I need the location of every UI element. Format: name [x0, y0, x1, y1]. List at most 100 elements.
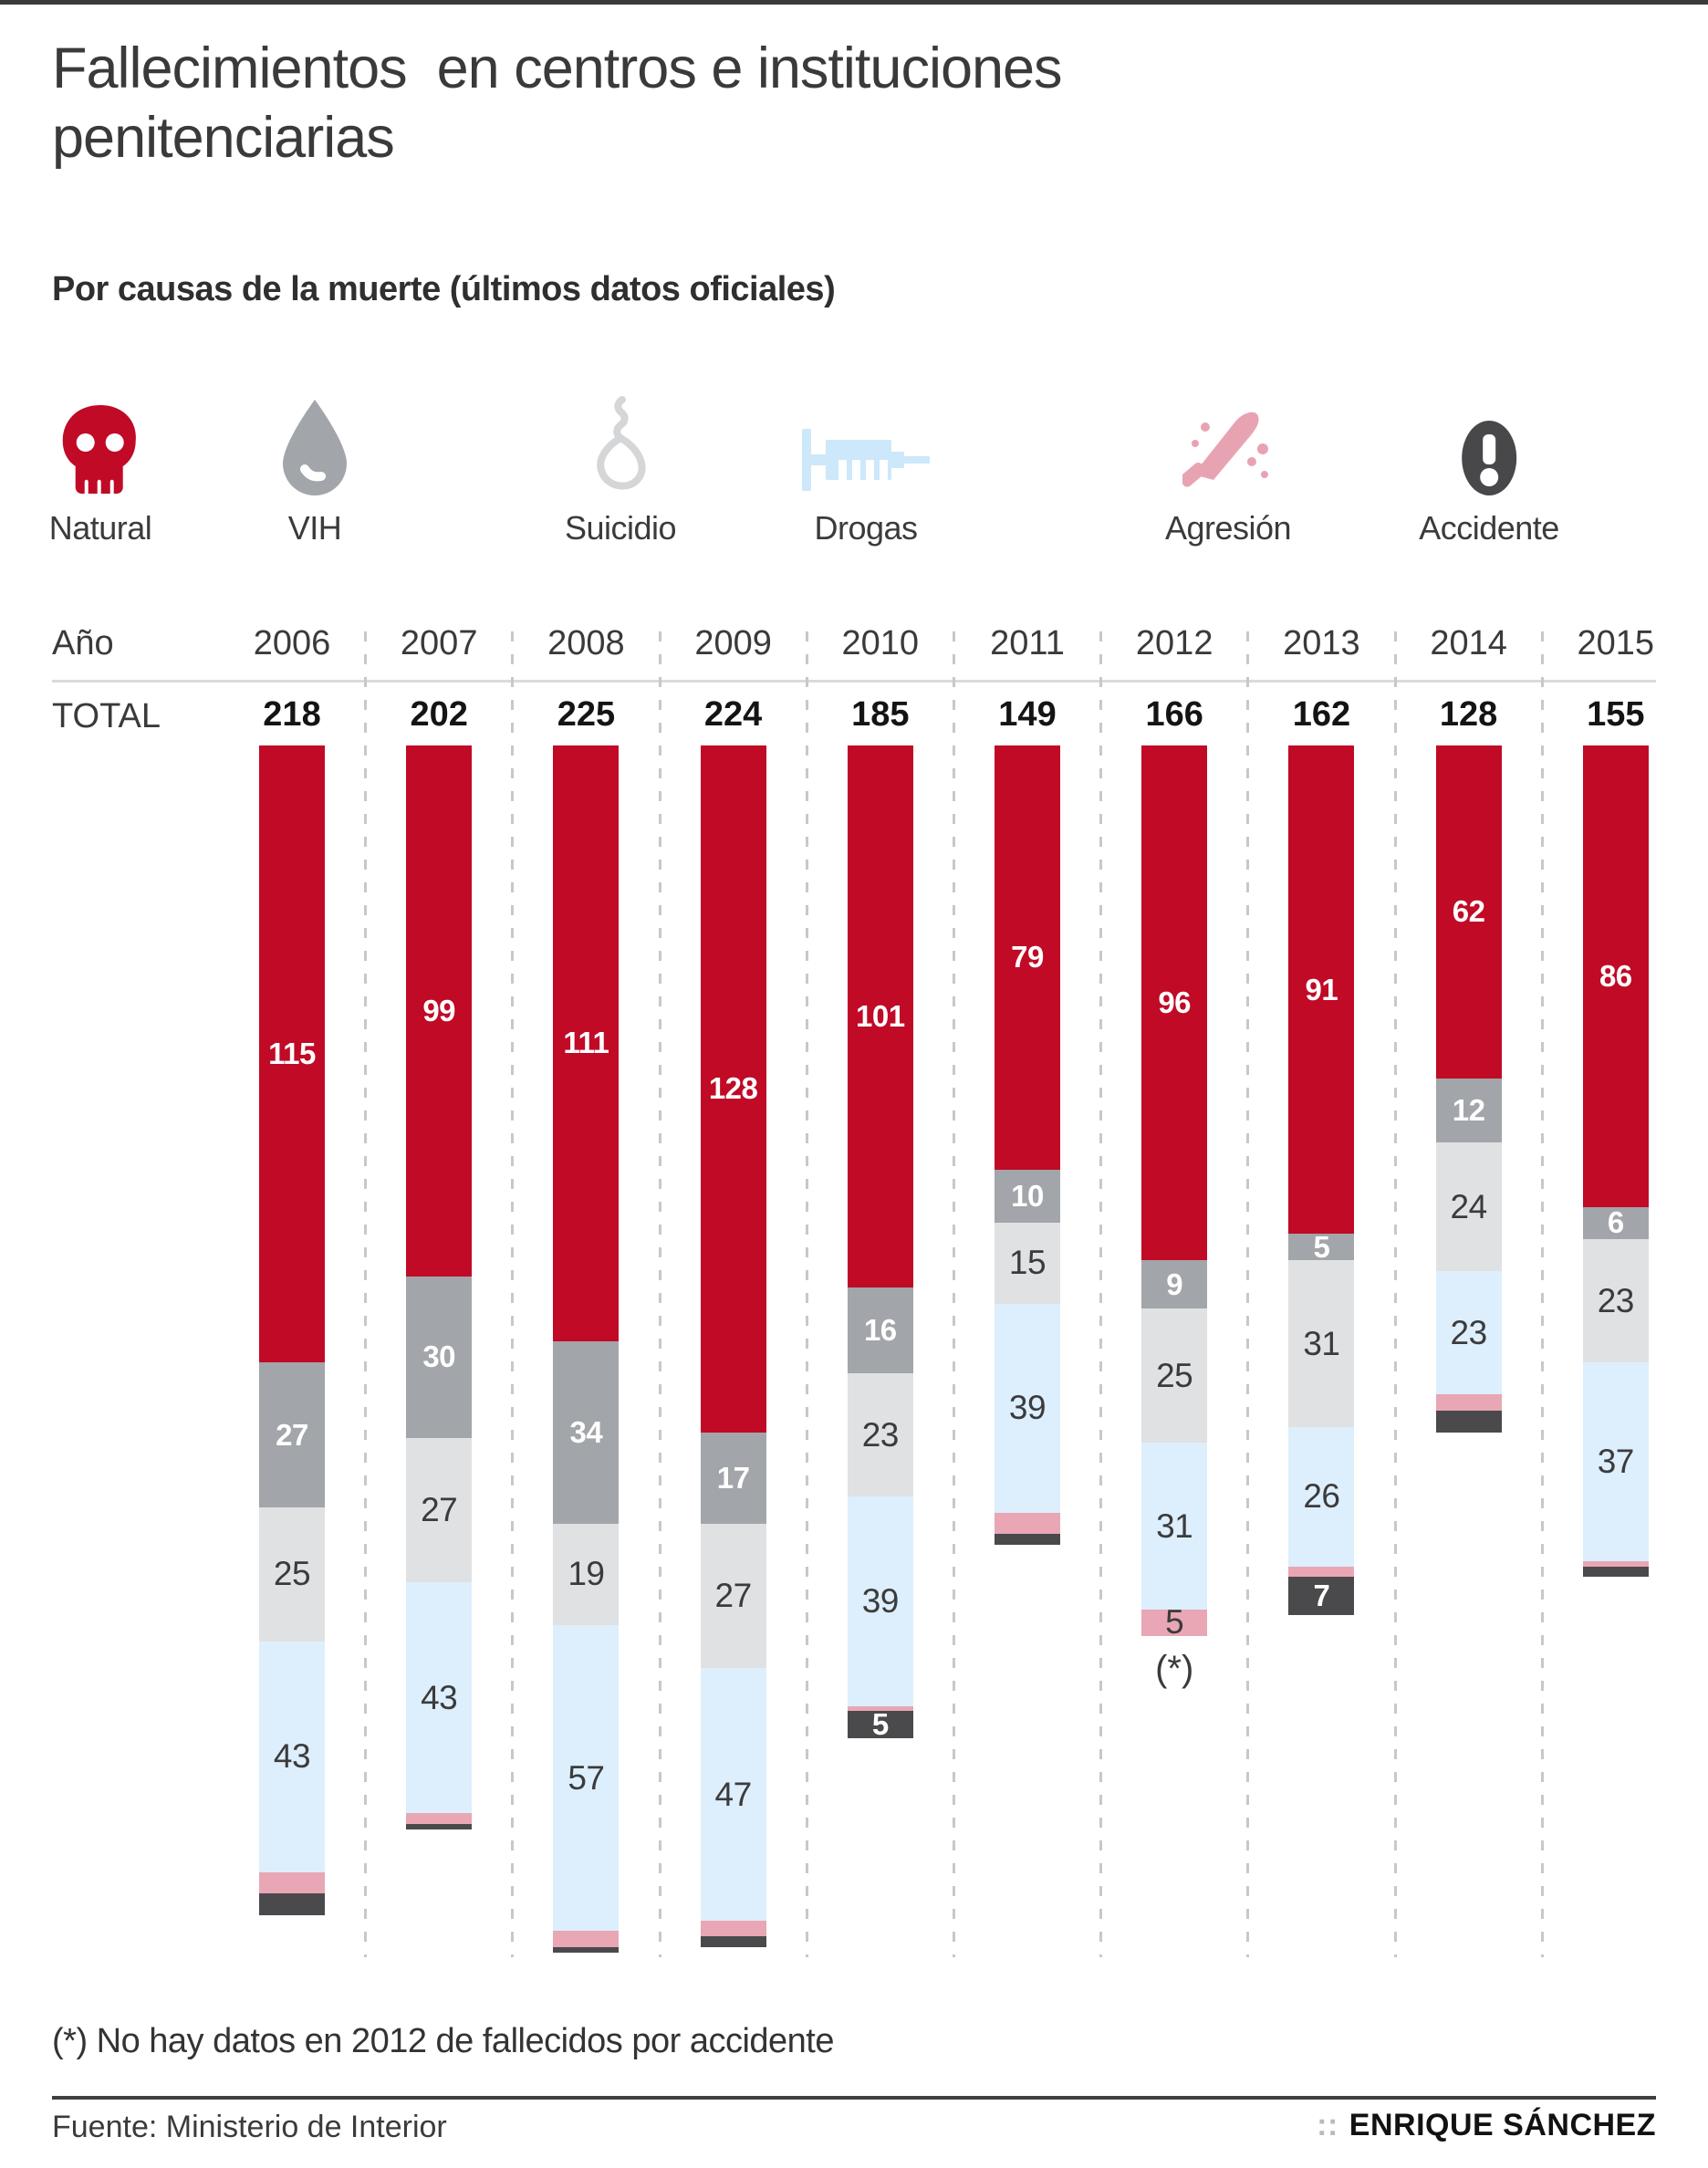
total-value-2010: 185 [851, 695, 910, 734]
total-value-2008: 225 [557, 695, 616, 734]
legend-item-natural: Natural [49, 387, 152, 547]
bar-segment-vih-2006: 27 [259, 1362, 325, 1507]
bar-2011: 79 10 15 39 [995, 745, 1060, 1546]
year-label-2007: 2007 [400, 624, 478, 662]
bar-2010: 101 16 23 39 5 [847, 745, 913, 1741]
bar-2015: 86 6 23 37 [1582, 745, 1649, 1578]
bar-segment-suicidio-2013: 31 [1288, 1260, 1355, 1427]
year-label-2006: 2006 [253, 624, 331, 662]
column-separator [1246, 631, 1250, 1957]
bar-segment-vih-2010: 16 [847, 1287, 913, 1373]
year-label-2010: 2010 [841, 624, 920, 662]
bar-segment-label: 101 [856, 998, 905, 1033]
bar-segment-label: 99 [422, 994, 456, 1028]
bar-segment-label: 26 [1303, 1477, 1340, 1516]
bar-segment-accidente-2006 [259, 1893, 325, 1915]
bar-segment-suicidio-2008: 19 [553, 1523, 620, 1626]
bar-segment-drogas-2006: 43 [259, 1641, 325, 1872]
year-label-2013: 2013 [1283, 624, 1360, 662]
bar-segment-natural-2015: 86 [1582, 745, 1649, 1207]
bar-segment-label: 5 [1165, 1603, 1184, 1642]
year-label-2015: 2015 [1577, 624, 1655, 662]
bar-segment-agresion-2009 [700, 1920, 766, 1937]
bar-segment-label: 31 [1303, 1324, 1340, 1362]
bar-segment-drogas-2009: 47 [700, 1668, 766, 1921]
bar-segment-label: 31 [1156, 1506, 1193, 1545]
column-separator [952, 631, 955, 1957]
year-label-2008: 2008 [547, 624, 625, 662]
syringe-icon [802, 387, 930, 496]
total-value-2009: 224 [703, 695, 763, 734]
year-axis-label: Año [52, 624, 114, 662]
bar-segment-natural-2013: 91 [1288, 745, 1355, 1235]
bar-segment-natural-2012: 96 [1141, 745, 1208, 1261]
total-value-2006: 218 [263, 695, 321, 734]
noose-icon [593, 387, 648, 496]
bar-segment-natural-2011: 79 [995, 745, 1060, 1170]
bar-segment-drogas-2011: 39 [995, 1303, 1060, 1513]
bar-segment-drogas-2010: 39 [847, 1496, 913, 1706]
bar-segment-suicidio-2015: 23 [1582, 1238, 1649, 1363]
bar-segment-agresion-2011 [995, 1512, 1060, 1535]
legend-item-agresión: Agresión [1164, 387, 1292, 547]
bar-segment-label: 27 [276, 1417, 308, 1452]
bar-segment-label: 7 [1313, 1578, 1330, 1612]
bar-segment-vih-2012: 9 [1141, 1260, 1208, 1309]
bar-segment-agresion-2008 [553, 1931, 620, 1948]
year-label-2009: 2009 [694, 624, 772, 662]
column-separator [658, 631, 661, 1957]
bar-segment-label: 27 [421, 1490, 458, 1528]
bar-segment-vih-2013: 5 [1288, 1230, 1355, 1264]
column-separator [364, 631, 368, 1957]
legend-item-suicidio: Suicidio [564, 387, 677, 547]
bar-segment-natural-2010: 101 [847, 745, 913, 1287]
bar-segment-label: 19 [568, 1555, 605, 1593]
bar-segment-suicidio-2010: 23 [847, 1372, 913, 1497]
bar-segment-accidente-2013: 7 [1288, 1577, 1355, 1615]
bar-segment-label: 15 [1008, 1244, 1047, 1282]
bar-segment-accidente-2008 [553, 1947, 620, 1953]
bar-segment-label: 86 [1599, 958, 1632, 993]
legend-label: Suicidio [564, 509, 677, 547]
bar-2014: 62 12 24 23 [1435, 745, 1502, 1433]
year-label-2011: 2011 [990, 624, 1065, 662]
bar-segment-label: 43 [421, 1678, 458, 1716]
total-value-2007: 202 [410, 695, 468, 734]
bar-segment-suicidio-2012: 25 [1141, 1308, 1208, 1444]
bar-segment-label: 39 [1008, 1389, 1047, 1427]
bar-segment-natural-2006: 115 [259, 745, 325, 1363]
bar-segment-label: 115 [268, 1037, 316, 1071]
bar-segment-label: 128 [708, 1071, 758, 1106]
bar-2006: 115 27 25 43 [259, 745, 325, 1915]
bar-segment-label: 39 [861, 1581, 900, 1620]
author-credit: :: ENRIQUE SÁNCHEZ [1317, 2108, 1656, 2143]
bar-segment-accidente-2007 [406, 1823, 473, 1829]
bar-segment-label: 27 [714, 1576, 753, 1614]
year-label-2012: 2012 [1135, 624, 1213, 662]
legend-label: Agresión [1164, 509, 1292, 547]
bar-segment-label: 47 [714, 1775, 753, 1813]
bar-segment-drogas-2007: 43 [406, 1582, 473, 1814]
bar-segment-vih-2015: 6 [1582, 1205, 1649, 1239]
legend-label: VIH [287, 509, 342, 547]
bar-segment-accidente-2014 [1435, 1411, 1502, 1433]
bar-segment-label: 37 [1597, 1442, 1635, 1480]
bar-2009: 128 17 27 47 [700, 745, 766, 1948]
drop-icon [281, 387, 349, 496]
column-separator [1540, 631, 1544, 1957]
bar-segment-label: 9 [1166, 1266, 1183, 1301]
bar-segment-suicidio-2009: 27 [700, 1523, 766, 1669]
bar-segment-natural-2007: 99 [406, 745, 473, 1277]
bar-segment-agresion-2013 [1288, 1566, 1355, 1578]
page-title: Fallecimientos en centros e institucione… [52, 36, 1078, 170]
bar-segment-label: 111 [563, 1026, 609, 1060]
year-label-2014: 2014 [1430, 624, 1507, 662]
bar-segment-agresion-2006 [259, 1871, 325, 1894]
source-credit: Fuente: Ministerio de Interior [52, 2110, 447, 2144]
bar-segment-natural-2008: 111 [553, 745, 620, 1341]
column-separator [1099, 631, 1103, 1957]
bar-2013: 91 5 31 26 7 [1288, 745, 1355, 1615]
bar-segment-agresion-2012: 5 [1141, 1603, 1208, 1641]
bar-2007: 99 30 27 43 [406, 745, 473, 1829]
legend-label: Drogas [814, 509, 918, 547]
